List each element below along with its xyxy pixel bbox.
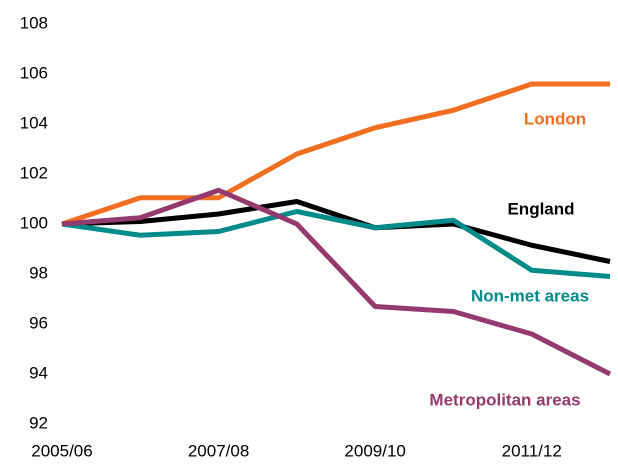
series-label: England xyxy=(507,199,574,218)
y-tick-label: 100 xyxy=(20,213,48,232)
series-label: Metropolitan areas xyxy=(429,390,580,409)
series-line xyxy=(61,199,611,264)
y-tick-label: 98 xyxy=(29,263,48,282)
y-tick-label: 104 xyxy=(20,113,48,132)
x-tick-label: 2009/10 xyxy=(344,441,405,460)
x-tick-label: 2007/08 xyxy=(188,441,249,460)
y-tick-label: 102 xyxy=(20,163,48,182)
series-label: Non-met areas xyxy=(471,286,589,305)
y-tick-label: 108 xyxy=(20,13,48,32)
y-tick-label: 94 xyxy=(29,363,48,382)
series-line xyxy=(61,187,612,377)
y-tick-label: 92 xyxy=(29,413,48,432)
y-tick-label: 96 xyxy=(29,313,48,332)
x-tick-label: 2005/06 xyxy=(31,441,92,460)
series-label: London xyxy=(524,109,586,128)
y-tick-label: 106 xyxy=(20,63,48,82)
series-line xyxy=(61,81,610,227)
x-tick-label: 2011/12 xyxy=(502,441,562,460)
series-line xyxy=(61,209,611,279)
